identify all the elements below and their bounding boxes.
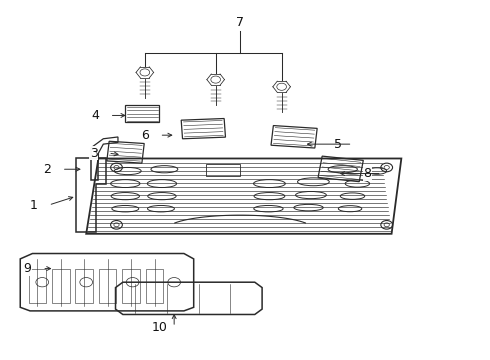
Text: 1: 1: [30, 199, 38, 212]
Text: 2: 2: [43, 163, 51, 176]
Text: 3: 3: [90, 147, 98, 159]
Text: 6: 6: [141, 129, 149, 142]
Text: 7: 7: [236, 16, 244, 29]
Bar: [75, 269, 93, 303]
Bar: [28, 269, 46, 303]
Bar: [99, 269, 117, 303]
Text: 9: 9: [24, 262, 31, 275]
Bar: [52, 269, 70, 303]
Text: 8: 8: [363, 167, 371, 180]
Text: 5: 5: [334, 138, 342, 150]
Text: 7: 7: [236, 16, 244, 29]
Text: 4: 4: [91, 109, 99, 122]
Bar: [146, 269, 163, 303]
Text: 10: 10: [151, 320, 168, 333]
Bar: [122, 269, 140, 303]
